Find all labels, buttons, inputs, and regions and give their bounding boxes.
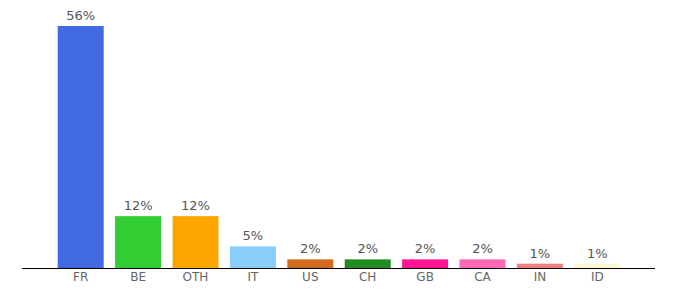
data-label: 2% bbox=[472, 241, 493, 256]
x-tick-label: OTH bbox=[183, 270, 209, 284]
x-tick-label: CA bbox=[474, 270, 491, 284]
bar bbox=[460, 259, 506, 268]
data-label: 1% bbox=[587, 246, 608, 261]
data-label: 2% bbox=[357, 241, 378, 256]
data-label: 12% bbox=[181, 198, 210, 213]
bar bbox=[517, 264, 563, 268]
x-tick-label: CH bbox=[359, 270, 376, 284]
x-axis-line bbox=[22, 268, 655, 269]
chart-container: 56% 12% 12% 5% 2% 2% 2% 2% 1% 1% FR BE OTH IT US CH GB CA… bbox=[0, 0, 680, 300]
x-tick-labels: FR BE OTH IT US CH GB CA IN ID bbox=[73, 270, 604, 284]
data-label: 12% bbox=[124, 198, 153, 213]
x-tick-label: FR bbox=[73, 270, 88, 284]
bar bbox=[58, 26, 104, 268]
x-tick-label: ID bbox=[591, 270, 604, 284]
bar bbox=[402, 259, 448, 268]
data-label: 56% bbox=[66, 8, 95, 23]
bar bbox=[345, 259, 391, 268]
x-tick-label: BE bbox=[130, 270, 146, 284]
data-label: 2% bbox=[300, 241, 321, 256]
bar bbox=[115, 216, 161, 268]
chart-svg: 56% 12% 12% 5% 2% 2% 2% 2% 1% 1% FR BE OTH IT US CH GB CA… bbox=[0, 0, 680, 300]
x-tick-label: GB bbox=[416, 270, 434, 284]
bar bbox=[287, 259, 333, 268]
x-tick-label: IT bbox=[247, 270, 259, 284]
x-tick-label: US bbox=[302, 270, 318, 284]
bar bbox=[574, 264, 620, 268]
bars bbox=[58, 26, 621, 268]
data-labels: 56% 12% 12% 5% 2% 2% 2% 2% 1% 1% bbox=[66, 8, 607, 261]
bar bbox=[230, 246, 276, 268]
x-tick-label: IN bbox=[534, 270, 547, 284]
data-label: 5% bbox=[243, 228, 264, 243]
data-label: 1% bbox=[530, 246, 551, 261]
data-label: 2% bbox=[415, 241, 436, 256]
bar bbox=[173, 216, 219, 268]
